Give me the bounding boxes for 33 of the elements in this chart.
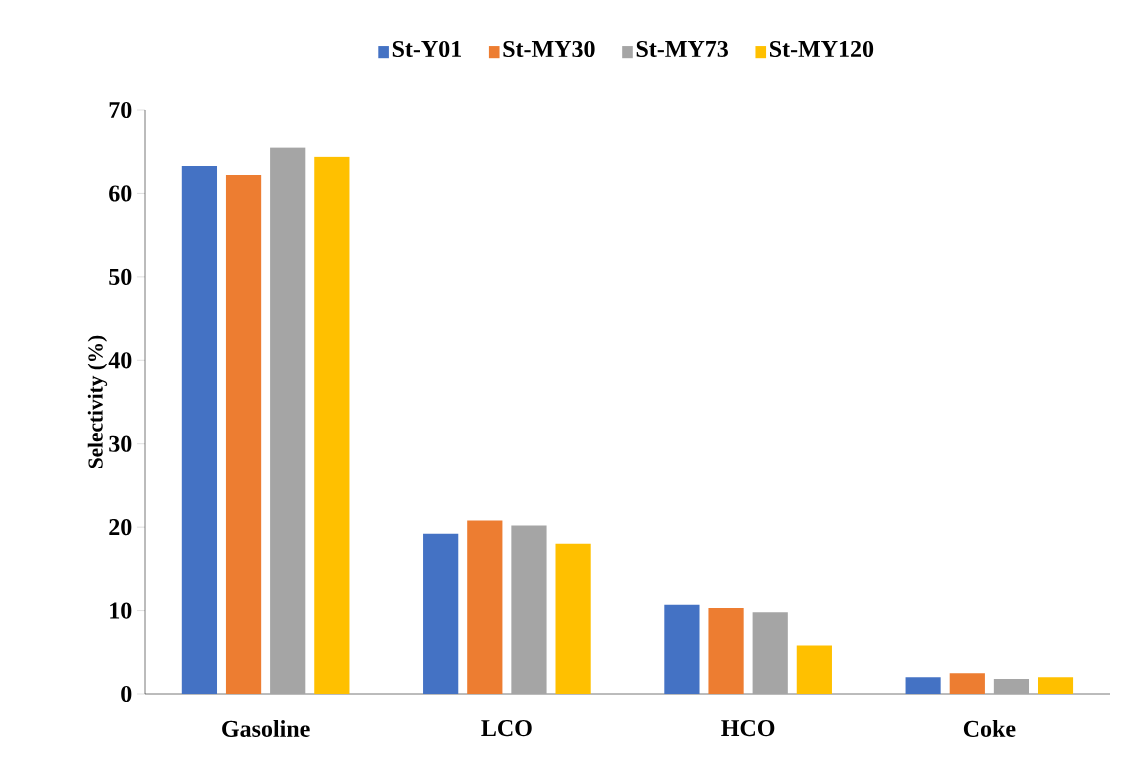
bar — [1038, 677, 1074, 694]
y-tick-label: 40 — [108, 352, 132, 369]
bar — [752, 612, 788, 694]
bar — [708, 608, 744, 694]
bar — [905, 677, 941, 694]
bar — [225, 175, 262, 694]
y-tick-label: 70 — [109, 101, 132, 119]
bar — [314, 156, 350, 694]
legend-label: St-MY73 — [636, 40, 728, 58]
bar — [993, 678, 1030, 694]
y-tick-label: 60 — [109, 185, 132, 202]
y-tick-label: 30 — [109, 435, 132, 452]
y-tick-label: 0 — [121, 685, 132, 703]
bar — [181, 165, 218, 694]
bar — [423, 533, 459, 694]
legend-label: St-MY120 — [770, 40, 874, 58]
legend-label: St-MY30 — [503, 40, 595, 58]
bar — [270, 147, 306, 694]
bar — [555, 543, 591, 694]
bar — [511, 525, 547, 694]
legend-label: St-Y01 — [392, 40, 461, 58]
y-axis-title: Selectivity (%) — [87, 335, 108, 469]
x-tick-label: Coke — [963, 720, 1016, 737]
bar — [949, 673, 985, 694]
bar — [467, 520, 503, 694]
x-tick-label: LCO — [481, 720, 532, 737]
y-tick-label: 10 — [110, 602, 132, 619]
y-tick-label: 20 — [109, 519, 132, 536]
bar — [664, 604, 700, 694]
x-tick-label: HCO — [721, 720, 775, 737]
x-tick-label: Gasoline — [222, 720, 310, 737]
y-tick-label: 50 — [109, 268, 132, 285]
bar — [796, 645, 832, 694]
